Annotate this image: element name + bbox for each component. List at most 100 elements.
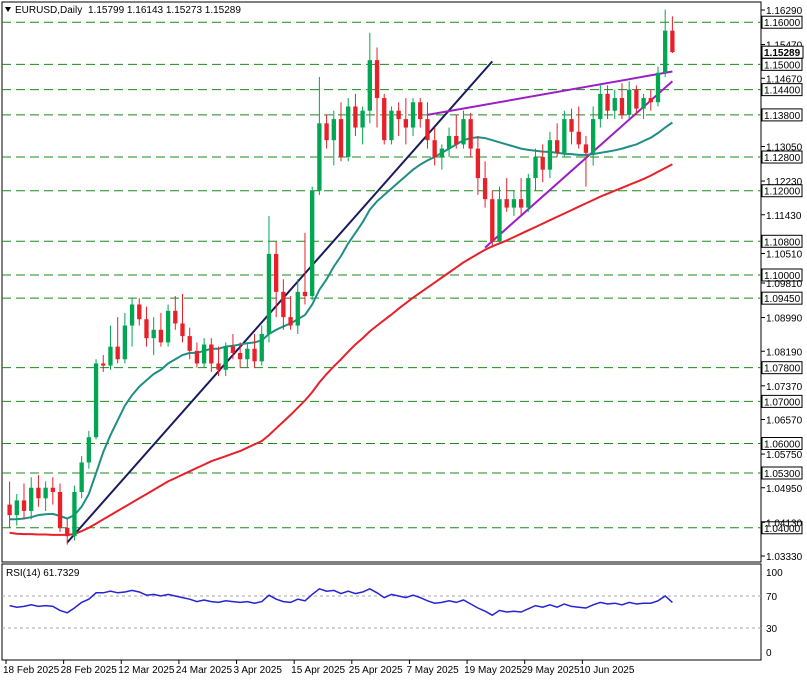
level-label: 1.10800 [764,237,801,248]
symbol-label: EURUSD,Daily [15,5,82,16]
ma-fast-line [9,121,673,521]
price-tick-label: 1.14670 [766,74,803,85]
candle-body [425,119,430,141]
candle-body [353,106,358,128]
candle-body [274,253,279,292]
candle-body [396,110,401,120]
candle-body [382,98,387,141]
time-axis: 18 Feb 2025 28 Feb 2025 12 Mar 2025 24 Mar … [3,660,635,676]
level-label: 1.10000 [764,271,801,282]
candle-body [598,93,603,120]
candle-body [209,344,214,364]
rsi-tick-label: 70 [766,592,778,603]
triangle-down-icon[interactable] [5,7,11,12]
candle-body [454,135,459,145]
candle-body [367,60,372,111]
candle-body [295,291,300,326]
main-panel-frame [1,1,762,563]
candle-body [490,199,495,242]
candle-body [569,119,574,132]
price-tick-label: 1.05750 [766,450,803,461]
price-tick-label: 1.10510 [766,250,803,261]
candle-body [115,346,120,360]
candle-body [29,487,34,511]
price-tick-label: 1.16290 [766,6,803,17]
level-label: 1.14400 [764,86,801,97]
time-tick-label: 24 Mar 2025 [176,665,233,676]
time-tick-label: 3 Apr 2025 [234,665,283,676]
level-label: 1.13800 [764,111,801,122]
price-tick-label: 1.11430 [766,211,802,222]
candle-body [245,348,250,360]
price-tick-label: 1.08990 [766,314,803,325]
candle-body [281,291,286,318]
time-tick-label: 25 Apr 2025 [349,665,403,676]
candle-body [648,98,653,103]
candle-body [468,119,473,149]
level-label: 1.07000 [764,397,801,408]
candle-body [403,119,408,128]
candle-body [137,304,142,320]
candle-body [641,98,646,109]
trend-dark-line [66,60,494,544]
candle-body [158,329,164,343]
level-label-box [761,394,803,408]
candle-body [36,487,41,499]
price-tick-label: 1.08190 [766,347,803,358]
candle-body [266,253,272,334]
ohlc-label: 1.15799 1.16143 1.15273 1.15289 [88,5,241,16]
candle-body [475,148,481,179]
time-tick-label: 7 May 2025 [406,665,459,676]
candle-body [65,527,70,537]
candle-body [655,72,661,103]
level-label-box [761,466,803,480]
level-label: 1.12800 [764,153,801,164]
candle-body [482,178,488,200]
candle-body [173,310,178,324]
candle-body [331,119,336,141]
candle-body [374,60,380,99]
candle-body [14,500,19,516]
level-label: 1.05300 [764,469,801,480]
rsi-label: RSI(14) 61.7329 [6,568,80,579]
candle-body [288,317,293,326]
rsi-indicator: 100 70 30 0 [2,568,783,659]
wedge-upper-line [427,70,673,116]
candle-body [526,178,531,208]
candle-body [410,102,416,128]
candle-body [338,119,344,158]
time-tick-label: 15 Apr 2025 [291,665,345,676]
last-price-label: 1.15289 [764,48,801,59]
level-label-box [761,291,803,305]
price-tick-label: 1.06570 [766,416,803,427]
candle-body [346,106,351,158]
candle-body [72,491,77,537]
candle-body [461,119,466,145]
candle-body [144,319,149,339]
candle-body [504,199,509,208]
price-tick-label: 1.07370 [766,382,803,393]
candle-body [518,199,524,208]
candle-body [511,199,517,208]
time-tick-label: 12 Mar 2025 [118,665,175,676]
candle-body [187,336,192,351]
price-tick-label: 1.04950 [766,484,803,495]
candle-body [93,363,99,438]
rsi-line [9,587,673,617]
candle-body [129,304,135,326]
candle-body [627,89,632,115]
time-tick-label: 19 May 2025 [464,665,522,676]
candle-body [310,190,315,297]
candle-body [216,363,221,370]
candle-body [230,346,236,353]
level-label-box [761,108,803,122]
rsi-tick-label: 0 [766,648,772,659]
time-tick-label: 28 Feb 2025 [61,665,118,676]
candle-body [86,437,92,463]
time-tick-label: 10 Jun 2025 [579,665,634,676]
candle-body [663,30,668,73]
candle-body [57,491,63,528]
level-label-box [761,83,803,97]
